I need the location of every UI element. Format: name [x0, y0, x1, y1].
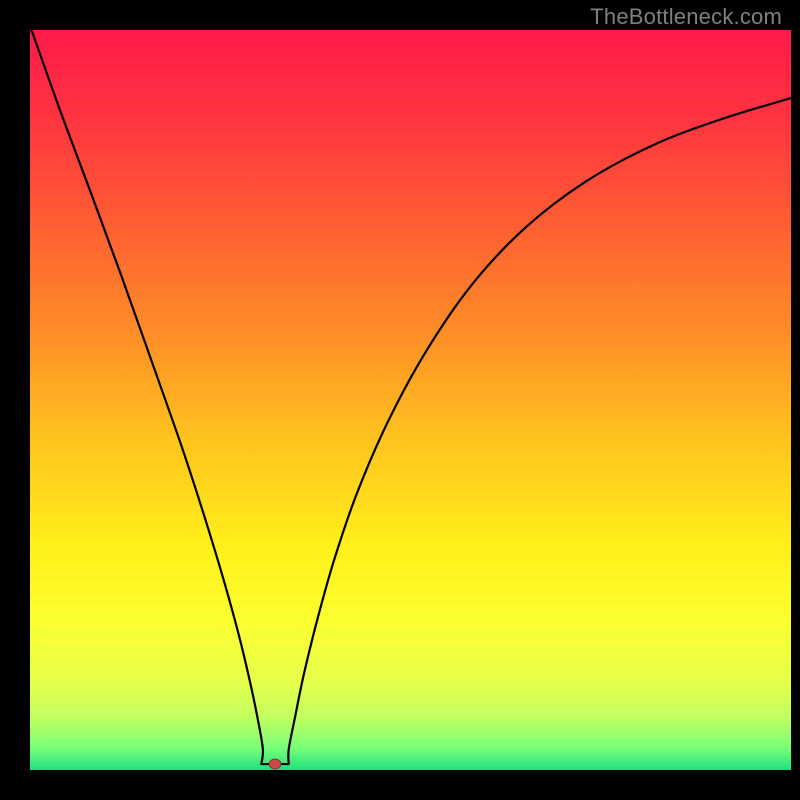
bottleneck-chart: [0, 0, 800, 800]
optimal-point-marker: [269, 759, 281, 769]
watermark-text: TheBottleneck.com: [590, 4, 782, 30]
chart-gradient-background: [30, 30, 791, 770]
